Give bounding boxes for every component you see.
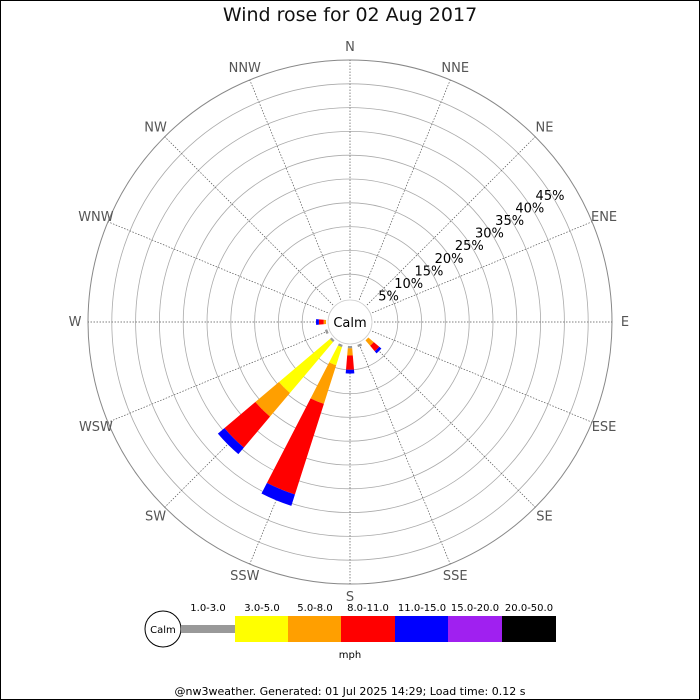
wedge-ssw-bin-2	[310, 362, 337, 404]
direction-label-s: S	[346, 590, 354, 605]
wedge-wsw-bin-0	[324, 329, 329, 335]
legend-swatch-5	[448, 616, 502, 642]
direction-label-sse: SSE	[443, 569, 468, 584]
legend-swatch-1	[235, 616, 288, 642]
direction-label-wsw: WSW	[79, 420, 113, 435]
direction-spoke	[358, 79, 451, 300]
wedge-sw-bin-0	[329, 337, 335, 343]
direction-spoke	[358, 344, 451, 565]
radial-tick-label: 15%	[414, 264, 443, 279]
radial-tick-label: 35%	[495, 214, 524, 229]
direction-label-nnw: NNW	[229, 61, 261, 76]
direction-label-nne: NNE	[441, 61, 469, 76]
legend-label-3: 8.0-11.0	[347, 603, 389, 614]
direction-label-ese: ESE	[592, 420, 617, 435]
direction-label-ssw: SSW	[230, 569, 260, 584]
legend-label-2: 5.0-8.0	[297, 603, 332, 614]
legend-label-4: 11.0-15.0	[398, 603, 446, 614]
direction-label-wnw: WNW	[78, 210, 114, 225]
wedge-se-bin-2	[365, 337, 374, 346]
direction-spoke	[107, 330, 328, 423]
direction-spoke	[164, 136, 334, 306]
wedge-s-bin-3	[346, 355, 354, 370]
radial-tick-label: 20%	[435, 252, 464, 267]
legend-calm-label: Calm	[150, 625, 176, 636]
radial-tick-label: 40%	[515, 201, 544, 216]
wedge-s-bin-4	[345, 369, 355, 374]
legend-label-1: 3.0-5.0	[244, 603, 279, 614]
radial-tick-label: 30%	[475, 227, 504, 242]
direction-label-n: N	[345, 40, 355, 55]
chart-title: Wind rose for 02 Aug 2017	[222, 4, 478, 26]
wedge-ssw-bin-0	[337, 343, 343, 348]
direction-spoke	[249, 79, 342, 300]
direction-spoke	[366, 136, 536, 306]
legend-swatch-6	[502, 616, 556, 642]
wedge-se-bin-4	[374, 346, 382, 354]
radial-tick-label: 10%	[394, 277, 423, 292]
wedge-w-bin-3	[318, 319, 324, 325]
radial-tick-label: 5%	[378, 290, 399, 305]
wedge-ssw-bin-4	[261, 482, 295, 506]
wedge-sw-bin-3	[224, 402, 270, 448]
legend-swatch-bin-0	[181, 625, 235, 633]
calm-circle	[327, 299, 373, 345]
grid-ring	[206, 178, 494, 466]
wedge-se-bin-3	[370, 342, 380, 352]
wedge-w-bin-2	[323, 319, 327, 325]
direction-label-se: SE	[536, 509, 552, 524]
wedge-s-bin-0	[347, 345, 353, 349]
legend-label-0: 1.0-3.0	[190, 603, 225, 614]
legend-swatch-3	[341, 616, 395, 642]
direction-spoke	[372, 330, 593, 423]
direction-label-sw: SW	[145, 509, 166, 524]
radial-tick-label: 25%	[455, 239, 484, 254]
direction-label-ne: NE	[535, 121, 553, 136]
calm-label: Calm	[333, 316, 366, 331]
direction-spoke	[107, 221, 328, 314]
wedge-sw-bin-4	[217, 428, 244, 455]
wedge-ssw-bin-3	[266, 398, 324, 495]
grid-ring	[254, 226, 446, 418]
wedge-sw-bin-1	[278, 339, 333, 394]
grid-ring	[182, 154, 518, 490]
legend-label-6: 20.0-50.0	[505, 603, 553, 614]
grid-ring	[230, 202, 470, 442]
wedge-w-bin-4	[316, 319, 319, 325]
legend-swatch-4	[395, 616, 448, 642]
grid-ring	[277, 249, 422, 394]
direction-label-ene: ENE	[591, 210, 617, 225]
legend-unit-label: mph	[339, 650, 361, 661]
wedge-sw-bin-2	[255, 382, 290, 417]
direction-label-nw: NW	[144, 121, 167, 136]
legend-swatch-2	[288, 616, 341, 642]
radial-tick-label: 45%	[536, 189, 565, 204]
direction-spoke	[372, 221, 593, 314]
direction-label-w: W	[69, 315, 82, 330]
wedge-sse-bin-0	[357, 343, 363, 348]
wedge-ssw-bin-1	[329, 345, 342, 366]
grid-ring	[158, 130, 542, 514]
wedge-s-bin-2	[347, 348, 353, 356]
direction-spoke	[366, 338, 536, 508]
legend-label-5: 15.0-20.0	[451, 603, 499, 614]
footer-text: @nw3weather. Generated: 01 Jul 2025 14:2…	[174, 685, 526, 698]
direction-label-e: E	[621, 315, 629, 330]
